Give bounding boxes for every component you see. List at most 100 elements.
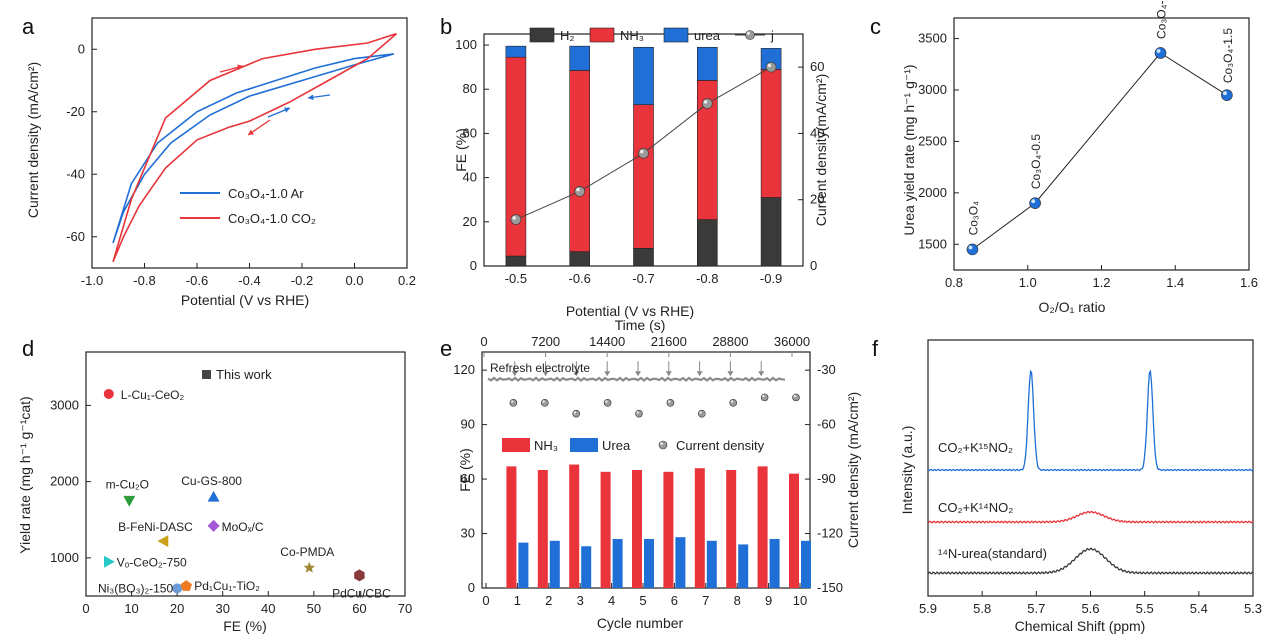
b-ytick-right: 40 <box>810 125 824 140</box>
a-xtick: 0.2 <box>398 273 416 288</box>
e-bar-urea <box>518 542 529 588</box>
b-ytick-right: 20 <box>810 192 824 207</box>
e-bar-nh3 <box>506 466 517 588</box>
b-legend-label: urea <box>694 28 721 43</box>
panel-label-b: b <box>440 14 452 39</box>
e-refresh-arrow-head <box>604 371 611 377</box>
c-point-label: Co₃O₄ <box>966 201 980 236</box>
a-arrow-blue-reverse-head <box>308 94 314 101</box>
e-current-point-shine <box>667 400 671 403</box>
b-ytick: 60 <box>463 125 477 140</box>
a-legend-label: Co₃O₄-1.0 Ar <box>228 186 304 201</box>
a-ytick: -20 <box>66 104 85 119</box>
e-current-point <box>635 409 643 418</box>
b-ytick: 80 <box>463 81 477 96</box>
e-ytick-right: -60 <box>817 417 836 432</box>
panel-label-c: c <box>870 14 881 39</box>
b-j-point <box>765 61 777 73</box>
e-xtick: 3 <box>577 593 584 608</box>
e-legend-label: NH₃ <box>534 438 558 453</box>
b-ytick-right: 0 <box>810 258 817 273</box>
e-bar-urea <box>738 544 749 588</box>
e-ylabel-right: Current density (mA/cm²) <box>845 392 861 548</box>
b-legend-j-ball <box>745 30 755 40</box>
d-ytick: 1000 <box>50 550 79 565</box>
e-current-point-shine <box>510 400 514 403</box>
e-bar-urea <box>549 540 560 588</box>
e-ytick: 60 <box>461 471 475 486</box>
d-plot-frame <box>85 351 406 597</box>
e-current-point-shine <box>793 394 797 398</box>
d-xtick: 50 <box>307 601 321 616</box>
d-ylabel: Yield rate (mg h⁻¹ g⁻¹cat) <box>17 396 33 553</box>
d-xtick: 70 <box>398 601 412 616</box>
e-ytick-right: -120 <box>817 526 843 541</box>
c-xtick: 1.0 <box>1019 275 1037 290</box>
e-ytick-right: -90 <box>817 471 836 486</box>
d-xlabel: FE (%) <box>223 618 267 634</box>
b-j-point <box>638 148 649 159</box>
b-bar-h2 <box>633 248 654 267</box>
e-bar-nh3 <box>632 470 642 588</box>
b-bar-h2 <box>760 197 782 267</box>
b-ytick: 20 <box>463 214 477 229</box>
b-j-point-shine <box>640 149 644 154</box>
c-point <box>1029 197 1041 209</box>
a-series-line <box>112 32 398 263</box>
a-ytick: -60 <box>66 229 85 244</box>
f-xtick: 5.4 <box>1190 601 1208 616</box>
e-ytick: 0 <box>468 580 475 595</box>
c-ytick: 1500 <box>918 236 947 251</box>
d-xtick: 10 <box>124 601 138 616</box>
f-spectrum <box>927 547 1254 575</box>
e-xtick: 1 <box>514 593 521 608</box>
c-point-label: Co₃O₄-1.5 <box>1221 28 1235 83</box>
e-current-point-shine <box>730 400 734 403</box>
f-xtick: 5.3 <box>1244 601 1262 616</box>
d-xtick: 40 <box>261 601 275 616</box>
c-point <box>966 243 979 256</box>
d-xtick: 20 <box>170 601 184 616</box>
a-plot-frame <box>91 17 408 269</box>
e-bar-urea <box>706 540 717 588</box>
e-ytick: 120 <box>453 362 475 377</box>
e-legend-swatch-urea <box>570 438 598 452</box>
e-refresh-arrow-head <box>665 371 672 377</box>
chart-marks: -1.0 -0.8 -0.6 -0.4 -0.2 0.0 0.2 0 -20 -40 -60 Co₃O… <box>50 0 1262 616</box>
e-bar-nh3 <box>569 464 580 588</box>
a-arrow-red-reverse-head <box>248 129 254 135</box>
d-point-label: Ni₃(BO₃)₂-150 <box>98 581 173 595</box>
e-xtick: 8 <box>734 593 741 608</box>
e-refresh-arrow-head <box>758 371 765 377</box>
b-j-point-shine <box>703 100 708 104</box>
c-plot-frame <box>953 17 1250 271</box>
d-point-label: Co-PMDA <box>280 545 334 559</box>
panel-label-a: a <box>22 14 35 39</box>
b-legend-swatch <box>663 27 689 43</box>
a-ylabel: Current density (mA/cm²) <box>25 62 41 218</box>
b-ytick: 40 <box>463 170 477 185</box>
e-current-point <box>729 399 738 407</box>
f-spectrum <box>927 369 1254 472</box>
b-bar-nh3 <box>569 70 591 252</box>
e-current-point-shine <box>762 394 765 398</box>
e-xlabel-top: Time (s) <box>615 317 666 333</box>
d-point <box>123 495 136 507</box>
e-xtick: 2 <box>545 593 552 608</box>
f-ylabel: Intensity (a.u.) <box>899 426 915 515</box>
b-legend-label: j <box>770 28 774 43</box>
f-series-label: CO₂+K¹⁴NO₂ <box>938 500 1013 515</box>
a-ytick: 0 <box>78 41 85 56</box>
e-xtick-top: 28800 <box>712 334 748 349</box>
e-bar-nh3 <box>600 471 611 588</box>
a-arrow-blue-forward-head <box>284 107 290 113</box>
e-current-point <box>760 393 769 402</box>
d-point <box>103 555 115 568</box>
f-series-label: ¹⁴N-urea(standard) <box>938 546 1047 561</box>
b-legend-label: NH₃ <box>620 28 644 43</box>
e-current-point-shine <box>605 400 608 403</box>
b-bar-urea <box>505 45 527 58</box>
panel-label-f: f <box>872 336 879 361</box>
f-xtick: 5.7 <box>1027 601 1045 616</box>
b-ylabel-right: Current density(mA/cm²) <box>813 74 829 226</box>
